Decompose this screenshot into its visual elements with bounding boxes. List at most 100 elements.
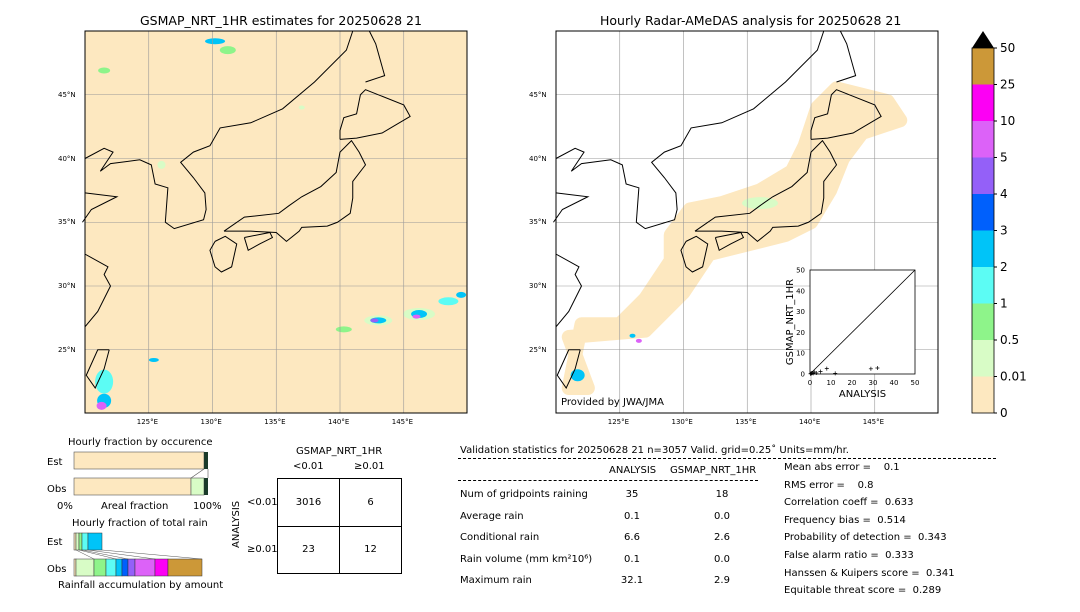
colorbar-segment bbox=[972, 157, 994, 194]
coastline bbox=[555, 253, 583, 328]
colorbar-segment bbox=[972, 48, 994, 85]
lat-tick-right: 30°N bbox=[529, 282, 547, 290]
map-frame bbox=[84, 30, 468, 414]
est-bar-dry bbox=[73, 451, 205, 470]
x-tick-label: 10 bbox=[827, 379, 836, 387]
rain-area bbox=[205, 38, 226, 45]
score-line: Hanssen & Kuipers score = 0.341 bbox=[784, 567, 955, 579]
rain-area bbox=[742, 197, 778, 210]
coastline bbox=[84, 253, 112, 328]
lon-tick-left: 135°E bbox=[264, 418, 286, 426]
connector-line bbox=[75, 549, 95, 560]
stat-label: Conditional rain bbox=[460, 532, 540, 543]
lon-tick-left: 145°E bbox=[391, 418, 414, 426]
y-tick-label: 30 bbox=[796, 308, 805, 316]
coastline bbox=[209, 235, 238, 273]
rain-area bbox=[335, 326, 352, 333]
col-gsmap: GSMAP_NRT_1HR bbox=[670, 465, 757, 476]
colorbar-label: 25 bbox=[1000, 78, 1015, 92]
cell-miss: 23 bbox=[302, 544, 315, 555]
rain-area bbox=[412, 314, 421, 319]
lon-tick-right: 145°E bbox=[862, 418, 885, 426]
coastline bbox=[694, 139, 838, 243]
colorbar-segment bbox=[972, 267, 994, 304]
colorbar-segment bbox=[972, 230, 994, 267]
obs-rain-segment bbox=[121, 558, 129, 577]
col-analysis: ANALYSIS bbox=[609, 465, 657, 476]
lat-tick-right: 25°N bbox=[529, 345, 547, 354]
est-rain-segment bbox=[87, 532, 103, 551]
analysis-domain bbox=[561, 81, 908, 395]
scatter-point bbox=[824, 366, 829, 371]
rain-area bbox=[157, 160, 166, 169]
stat-gsmap: 0.0 bbox=[714, 553, 730, 565]
connector-line bbox=[87, 549, 156, 560]
rain-area bbox=[438, 297, 459, 306]
obs-rain-segment bbox=[127, 558, 136, 577]
row-header-dry: <0.01 bbox=[247, 497, 278, 508]
dashed-rule bbox=[458, 458, 996, 459]
colorbar-label: 1 bbox=[1000, 297, 1008, 311]
lat-tick-left: 45°N bbox=[58, 90, 76, 99]
occ-axis-label: Areal fraction bbox=[101, 501, 169, 512]
obs-bar-dry bbox=[73, 477, 192, 496]
obs-rain-segment bbox=[134, 558, 156, 577]
rain-area bbox=[95, 369, 114, 394]
score-line: RMS error = 0.8 bbox=[784, 479, 874, 491]
rain-area bbox=[629, 333, 636, 338]
colorbar-segment bbox=[972, 340, 994, 377]
y-tick-label: 50 bbox=[796, 267, 805, 275]
stat-analysis: 32.1 bbox=[620, 575, 644, 586]
colorbar-label: 0.01 bbox=[1000, 370, 1027, 384]
scatter-point bbox=[814, 370, 819, 375]
rain-row-obs: Obs bbox=[47, 564, 67, 575]
lon-tick-left: 140°E bbox=[328, 418, 350, 426]
obs-rain-segment bbox=[105, 558, 117, 577]
stat-label: Num of gridpoints raining bbox=[460, 489, 588, 500]
obs-rain-segment bbox=[75, 558, 95, 577]
connector-line bbox=[78, 549, 117, 560]
stat-analysis: 6.6 bbox=[624, 532, 640, 543]
est-bar-wet bbox=[204, 452, 208, 469]
scatter-inset: 00 10 10 20 20 30 30 40 40 50 50 ANALYSIS GSMAP_NRT_… bbox=[785, 267, 919, 401]
colorbar-extend-triangle bbox=[972, 31, 994, 48]
map-frame bbox=[555, 30, 939, 414]
inset-xlabel: ANALYSIS bbox=[839, 389, 886, 400]
inset-ylabel: GSMAP_NRT_1HR bbox=[785, 279, 796, 365]
rain-area bbox=[96, 401, 107, 410]
rain-area bbox=[456, 291, 467, 298]
score-line: Probability of detection = 0.343 bbox=[784, 532, 947, 544]
coastline bbox=[339, 89, 411, 140]
radar-analysis-map bbox=[553, 30, 939, 414]
occ-row-est: Est bbox=[47, 457, 63, 468]
stat-analysis: 35 bbox=[625, 489, 639, 500]
stat-label: Average rain bbox=[460, 510, 524, 522]
coastline bbox=[556, 349, 581, 389]
connector-line bbox=[81, 549, 129, 560]
colorbar-segment bbox=[972, 303, 994, 340]
stat-analysis: 0.1 bbox=[624, 510, 640, 522]
x-tick-label: 40 bbox=[890, 379, 899, 387]
rain-row-est: Est bbox=[47, 537, 63, 548]
stat-analysis: 0.1 bbox=[624, 553, 640, 565]
stat-gsmap: 2.9 bbox=[714, 575, 730, 586]
occ-axis-right: 100% bbox=[193, 501, 222, 512]
coastline bbox=[82, 192, 119, 223]
gsmap-estimate-map bbox=[82, 30, 468, 414]
connector-line bbox=[190, 468, 209, 479]
colorbar-segment bbox=[972, 194, 994, 231]
scatter-point bbox=[875, 365, 880, 370]
score-line: Correlation coeff = 0.633 bbox=[784, 497, 914, 509]
est-rain-segment bbox=[75, 532, 80, 551]
obs-bar-wet bbox=[204, 478, 208, 495]
rain-area bbox=[219, 46, 236, 55]
left-map-title: GSMAP_NRT_1HR estimates for 20250628 21 bbox=[140, 13, 422, 28]
lat-tick-left: 40°N bbox=[58, 154, 76, 163]
lat-tick-left: 30°N bbox=[58, 282, 76, 290]
est-rain-segment bbox=[78, 532, 83, 551]
colorbar-label: 50 bbox=[1000, 41, 1015, 55]
row-header-wet: ≥0.01 bbox=[247, 544, 278, 555]
stat-gsmap: 2.6 bbox=[714, 532, 730, 543]
score-line: Mean abs error = 0.1 bbox=[784, 462, 900, 473]
obs-rain-segment bbox=[154, 558, 169, 577]
